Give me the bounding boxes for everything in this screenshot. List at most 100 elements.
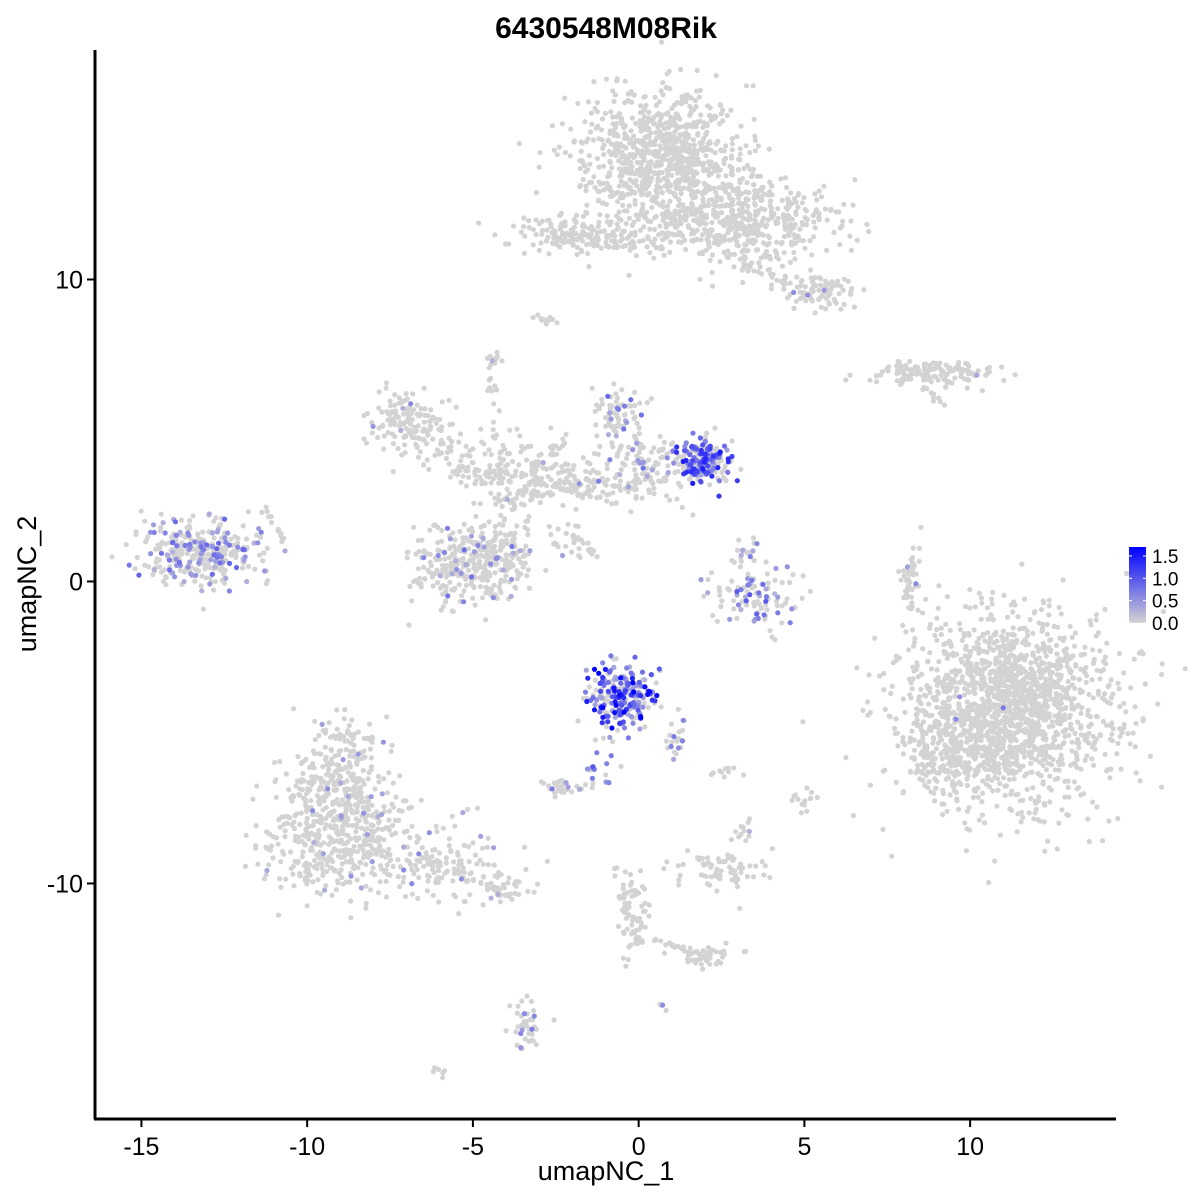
cell-point [1038,691,1044,697]
cell-point [259,509,265,515]
cell-point [752,212,758,218]
cell-point [585,250,591,257]
cell-point [991,694,997,700]
cell-point [595,223,602,229]
cell-point [604,461,610,467]
cell-point [943,621,949,627]
cell-point [1028,755,1034,761]
cell-point [600,735,607,741]
cell-point [729,438,735,444]
cell-point [204,562,210,568]
cell-point [403,391,409,397]
cell-point [619,173,625,179]
cell-point [432,452,438,458]
cell-point [751,116,757,122]
cell-point [662,478,669,484]
cell-point [986,879,992,886]
cell-point [375,434,381,441]
cell-point [711,234,718,240]
cell-point [433,420,439,426]
cell-point [261,550,267,556]
cell-point [658,704,664,710]
cell-point [646,109,652,115]
cell-point [772,577,778,583]
cell-point [697,276,703,282]
cell-point [488,480,494,486]
cell-point [712,425,718,431]
cell-point [712,150,718,156]
cell-point [714,193,720,199]
cell-point [533,231,539,238]
cell-point [1013,752,1020,758]
cell-point [935,605,941,611]
cell-point [459,453,465,459]
cell-point [617,485,623,491]
cell-point [417,436,423,442]
cell-point [1117,726,1123,732]
cell-point [509,537,516,543]
cell-point [1015,664,1021,671]
cell-point [645,115,652,121]
cell-point [364,410,370,417]
cell-point [1056,604,1062,611]
cell-point [1090,647,1096,653]
cell-point [665,125,672,131]
cell-point [630,144,636,150]
cell-point [623,455,630,461]
cell-point [949,380,955,386]
cell-point [1002,792,1008,799]
cell-point [680,727,686,733]
cell-point [163,574,169,580]
cell-point [1115,740,1121,747]
cell-point [1000,738,1006,744]
cell-point [637,400,643,406]
cell-point [653,459,659,465]
cell-point [578,182,584,188]
cell-point [978,595,985,601]
cell-point [545,234,551,240]
cell-point [622,123,629,129]
cell-point [444,563,450,569]
cell-point [927,724,933,730]
cell-point [938,750,944,757]
cell-point [692,182,698,188]
cell-point [680,453,687,459]
cell-point [964,776,970,782]
cell-point [494,349,500,355]
cell-point [779,603,785,609]
cell-point [617,141,624,147]
cell-point [1110,726,1116,732]
cell-point [720,118,726,124]
cell-point [486,519,492,525]
cell-point [521,215,527,221]
cell-point [645,704,652,711]
cell-point [903,629,909,635]
cell-point [652,94,658,100]
cell-point [784,596,790,602]
cell-point [601,142,607,148]
cell-point [943,732,950,738]
cell-point [1007,744,1013,750]
cell-point [463,535,469,541]
cell-point [555,470,562,476]
cell-point [585,234,592,240]
cell-point [779,239,785,246]
cell-point [927,650,933,656]
cell-point [435,547,441,553]
cell-point [1071,779,1077,785]
cell-point [716,588,723,594]
cell-point [1004,749,1010,756]
cell-point [889,853,895,859]
cell-point [1121,670,1127,676]
cell-point [265,578,271,584]
cell-point [904,365,910,372]
cell-point [984,366,990,372]
cell-point [998,633,1005,640]
cell-point [712,202,718,209]
cell-point [486,447,492,453]
cell-point [701,593,707,599]
cell-point [414,402,420,408]
cell-point [840,218,846,224]
cell-point [233,554,239,560]
cell-point [943,362,949,368]
